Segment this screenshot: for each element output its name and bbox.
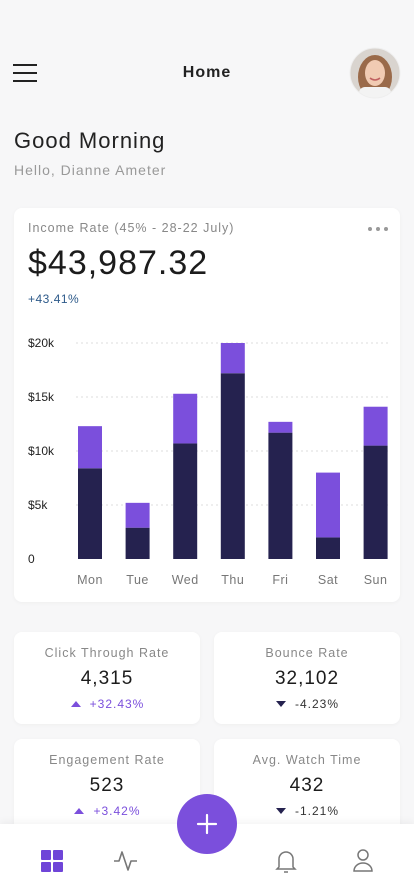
stat-card: Engagement Rate 523 +3.42%: [14, 739, 200, 831]
bar-segment: [363, 445, 388, 559]
more-button[interactable]: [366, 224, 390, 234]
stat-title: Bounce Rate: [265, 646, 349, 660]
stat-change-row: +32.43%: [14, 697, 200, 711]
stat-title: Click Through Rate: [44, 646, 170, 660]
y-tick-label: $5k: [28, 498, 48, 512]
y-tick-label: 0: [28, 552, 35, 566]
greeting-subtitle: Hello, Dianne Ameter: [14, 162, 167, 178]
stat-change: -1.21%: [294, 804, 340, 818]
bar-segment: [173, 443, 198, 559]
stat-value: 4,315: [80, 668, 134, 689]
stat-change: -4.23%: [294, 697, 340, 711]
x-tick-label: Fri: [272, 573, 288, 587]
bar-segment: [363, 406, 388, 446]
income-change: +43.41%: [28, 292, 80, 306]
stat-card: Click Through Rate 4,315 +32.43%: [14, 632, 200, 724]
bar-segment: [268, 432, 293, 559]
income-amount: $43,987.32: [28, 244, 209, 282]
trend-arrow: [74, 808, 85, 814]
header-title: Home: [182, 64, 232, 81]
stat-title: Engagement Rate: [49, 753, 165, 767]
x-tick-label: Thu: [221, 573, 244, 587]
greeting-title: Good Morning: [14, 128, 166, 153]
bar-segment: [316, 537, 340, 559]
nav-profile[interactable]: [353, 849, 373, 872]
trend-arrow: [275, 808, 286, 814]
x-tick-label: Mon: [77, 573, 103, 587]
x-tick-label: Sat: [318, 573, 338, 587]
trend-arrow: [70, 701, 81, 707]
bar-segment: [173, 393, 198, 444]
stat-change-row: +3.42%: [14, 804, 200, 818]
x-tick-label: Wed: [172, 573, 199, 587]
stat-value: 432: [289, 775, 325, 796]
bar-segment: [78, 426, 102, 469]
stat-title: Avg. Watch Time: [252, 753, 362, 767]
stat-card: Bounce Rate 32,102 -4.23%: [214, 632, 400, 724]
bar-segment: [125, 527, 150, 559]
bar-segment: [78, 468, 102, 559]
stat-change-row: -1.21%: [214, 804, 400, 818]
stat-value: 523: [89, 775, 125, 796]
nav-activity[interactable]: [114, 851, 137, 871]
nav-notifications[interactable]: [275, 851, 297, 873]
stat-change-row: -4.23%: [214, 697, 400, 711]
x-tick-label: Sun: [364, 573, 388, 587]
nav-dashboard[interactable]: [41, 850, 63, 872]
bar-segment: [316, 472, 340, 538]
income-label: Income Rate (45% - 28-22 July): [28, 221, 235, 235]
menu-button[interactable]: [12, 62, 38, 84]
income-chart: 0 $5k $10k $15k $20k Mon Tue Wed Thu Fri Sat Sun: [28, 336, 388, 587]
x-tick-label: Tue: [126, 573, 149, 587]
bar-segment: [220, 343, 245, 374]
stat-change: +32.43%: [89, 697, 145, 711]
avatar[interactable]: [349, 47, 401, 99]
bar-segment: [268, 421, 293, 433]
trend-arrow: [275, 701, 286, 707]
nav-icons: [41, 794, 373, 873]
stat-card: Avg. Watch Time 432 -1.21%: [214, 739, 400, 831]
y-tick-label: $10k: [28, 444, 55, 458]
y-tick-label: $20k: [28, 336, 55, 350]
bar-segment: [220, 373, 245, 559]
bar-segment: [125, 502, 150, 528]
stat-value: 32,102: [274, 668, 340, 689]
y-tick-label: $15k: [28, 390, 55, 404]
stat-change: +3.42%: [93, 804, 141, 818]
